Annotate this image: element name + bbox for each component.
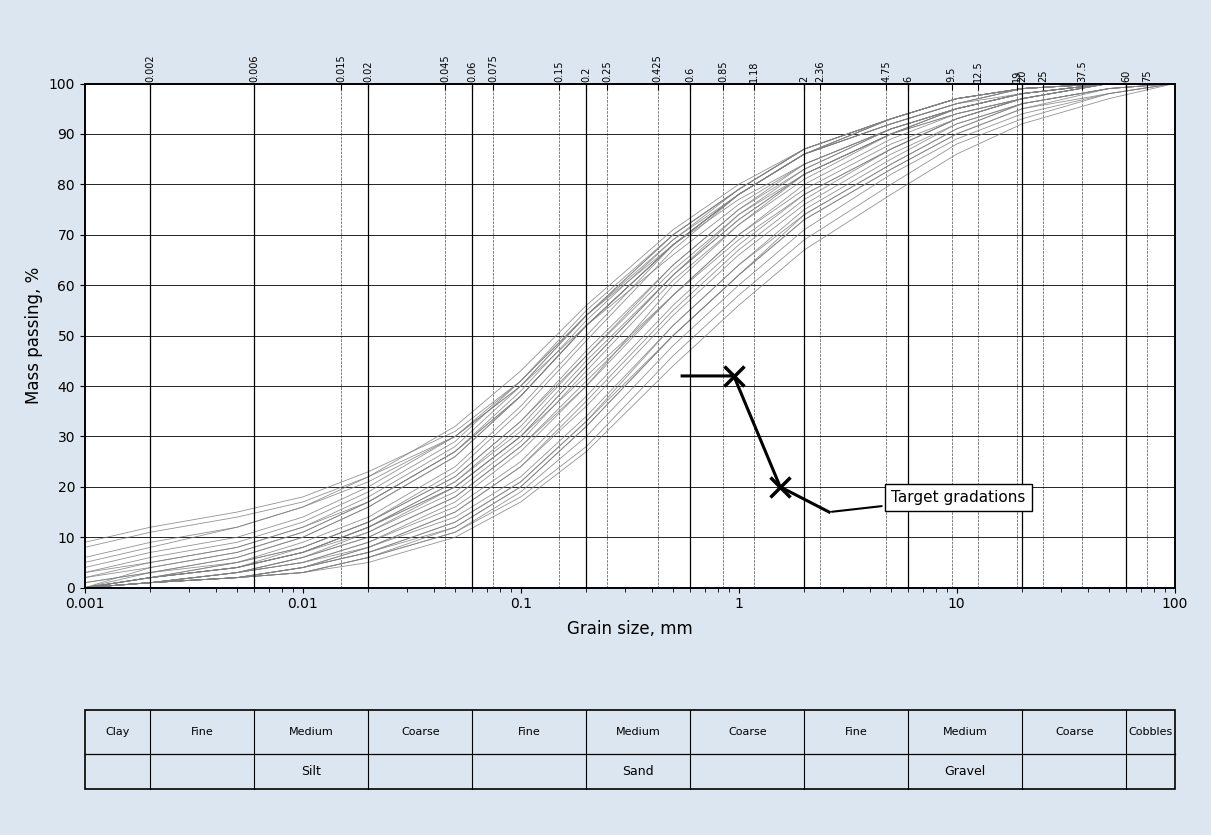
Bar: [85, 711, 1175, 789]
Text: Target gradations: Target gradations: [832, 490, 1026, 512]
Y-axis label: Mass passing, %: Mass passing, %: [25, 267, 44, 404]
Text: Coarse: Coarse: [1055, 727, 1094, 737]
Text: Coarse: Coarse: [401, 727, 440, 737]
Text: Medium: Medium: [943, 727, 988, 737]
Text: Clay: Clay: [105, 727, 130, 737]
Text: Cobbles: Cobbles: [1129, 727, 1172, 737]
Text: Medium: Medium: [289, 727, 334, 737]
Text: Coarse: Coarse: [728, 727, 767, 737]
Text: Silt: Silt: [302, 765, 321, 778]
Text: Gravel: Gravel: [945, 765, 986, 778]
Text: Fine: Fine: [191, 727, 214, 737]
Text: Sand: Sand: [622, 765, 654, 778]
X-axis label: Grain size, mm: Grain size, mm: [567, 620, 693, 638]
Text: Fine: Fine: [518, 727, 541, 737]
Text: Medium: Medium: [616, 727, 661, 737]
Text: Fine: Fine: [845, 727, 868, 737]
